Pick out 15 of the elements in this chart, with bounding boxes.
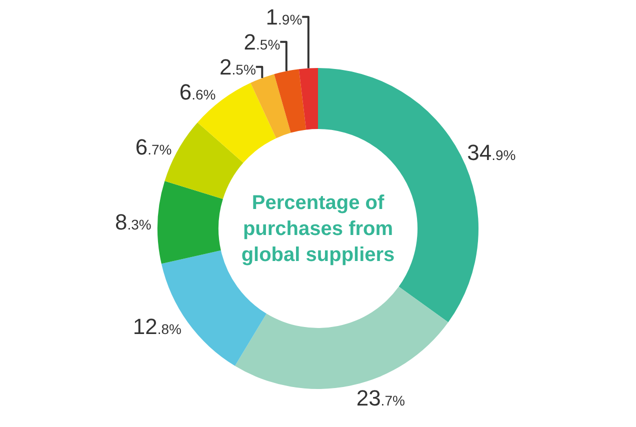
donut-slice (158, 181, 223, 264)
donut-slice (298, 68, 318, 130)
data-label: 6.7% (135, 134, 172, 160)
data-label: 23.7% (356, 385, 405, 410)
donut-slice (274, 69, 306, 133)
data-label: 34.9% (467, 140, 516, 166)
donut-slice (250, 74, 291, 138)
data-label: 2.5% (220, 54, 256, 80)
data-label: 1.9% (266, 4, 302, 30)
text: Percentage of purchases from global suppliers (240, 191, 396, 268)
data-label: 2.5% (244, 29, 280, 54)
donut-slice (234, 286, 448, 389)
data-label: 8.3% (115, 210, 152, 235)
data-label: 12.8% (132, 314, 182, 340)
data-label: 6.6% (179, 79, 216, 104)
